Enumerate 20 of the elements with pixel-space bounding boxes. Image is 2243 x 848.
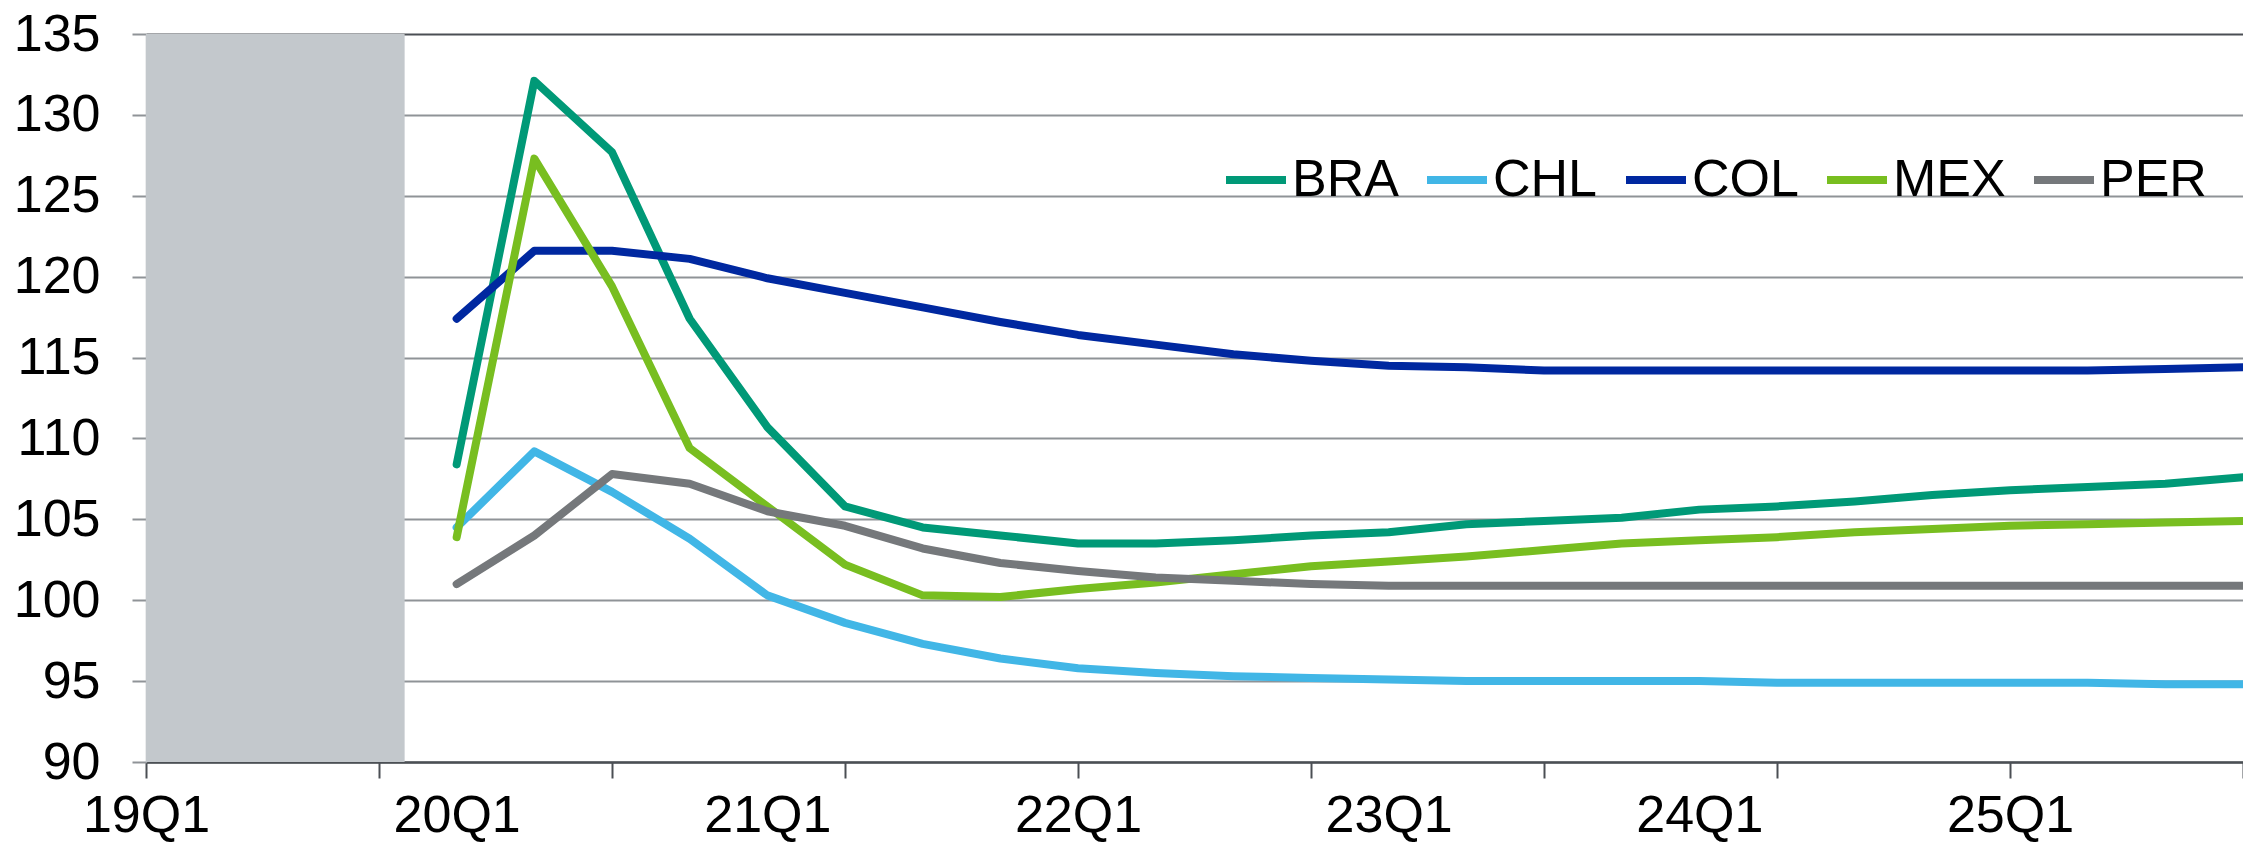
y-tick-label: 130 — [13, 84, 101, 143]
legend-label: BRA — [1292, 149, 1400, 207]
y-tick-label: 125 — [13, 165, 101, 224]
x-tick-label: 20Q1 — [393, 784, 521, 843]
y-tick-label: 120 — [13, 246, 101, 305]
y-tick-label: 115 — [17, 327, 101, 386]
y-tick-label: 110 — [17, 407, 101, 466]
x-tick-label: 24Q1 — [1636, 784, 1764, 843]
legend-label: COL — [1692, 149, 1799, 207]
x-tick-label: 25Q1 — [1946, 784, 2075, 843]
y-tick-label: 100 — [13, 569, 101, 628]
y-tick-label: 95 — [42, 650, 101, 709]
legend-label: PER — [2100, 149, 2207, 207]
legend-label: CHL — [1493, 149, 1598, 207]
y-tick-label: 105 — [13, 488, 101, 547]
x-tick-label: 23Q1 — [1325, 784, 1453, 843]
y-tick-label: 135 — [13, 3, 101, 62]
x-tick-label: 22Q1 — [1014, 784, 1143, 843]
legend-label: MEX — [1893, 149, 2006, 207]
x-tick-label: 21Q1 — [704, 784, 832, 843]
